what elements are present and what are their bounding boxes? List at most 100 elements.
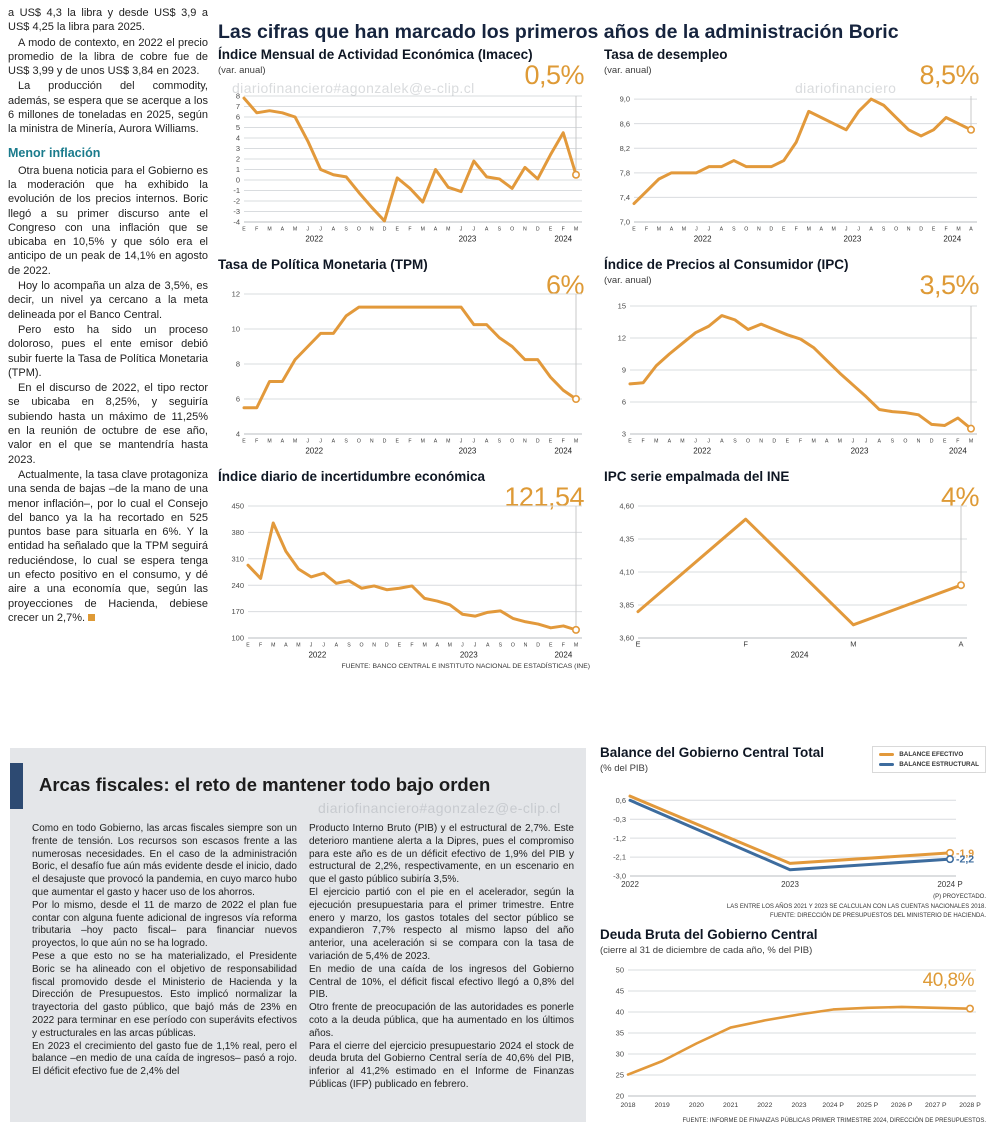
svg-text:310: 310: [231, 554, 244, 563]
svg-text:-0,3: -0,3: [613, 815, 626, 824]
svg-text:F: F: [408, 439, 411, 445]
svg-text:45: 45: [616, 987, 624, 996]
svg-text:M: M: [956, 227, 960, 233]
article-paragraph: Hoy lo acompaña un alza de 3,5%, es deci…: [8, 280, 208, 321]
desempleo-chart: 9,0 8,6 8,2 7,8 7,4 7,0 E F M A M J J A S O N D E F M A M J J A S O…: [604, 90, 985, 246]
svg-text:3: 3: [236, 144, 240, 153]
svg-text:240: 240: [231, 581, 244, 590]
svg-text:3,85: 3,85: [619, 601, 634, 610]
svg-text:E: E: [549, 643, 553, 649]
svg-text:E: E: [943, 439, 947, 445]
svg-text:A: A: [668, 439, 672, 445]
svg-text:S: S: [344, 227, 348, 233]
svg-text:J: J: [708, 227, 711, 233]
svg-text:6: 6: [236, 113, 240, 122]
chart-title: Índice de Precios al Consumidor (IPC): [604, 257, 849, 272]
svg-text:O: O: [510, 227, 514, 233]
article-paragraph: Otra buena noticia para el Gobierno es l…: [8, 164, 208, 277]
chart-title: Tasa de Política Monetaria (TPM): [218, 257, 428, 272]
svg-text:0: 0: [236, 176, 240, 185]
chart-subtitle: (var. anual): [218, 64, 266, 76]
svg-text:F: F: [799, 439, 802, 445]
svg-text:F: F: [642, 439, 645, 445]
svg-text:S: S: [498, 439, 502, 445]
svg-text:2028 P: 2028 P: [959, 1102, 981, 1109]
svg-text:D: D: [536, 643, 540, 649]
fiscal-paragraph: Otro frente de preocupación de las autor…: [309, 1002, 574, 1039]
svg-text:N: N: [759, 439, 763, 445]
svg-text:2024 P: 2024 P: [937, 880, 962, 889]
fiscal-paragraph: Como en todo Gobierno, las arcas fiscale…: [32, 823, 297, 899]
svg-text:F: F: [255, 227, 258, 233]
chart-title: Índice diario de incertidumbre económica: [218, 469, 486, 484]
svg-text:D: D: [919, 227, 923, 233]
svg-text:F: F: [259, 643, 262, 649]
svg-text:J: J: [307, 439, 310, 445]
svg-text:-4: -4: [233, 218, 240, 227]
svg-text:A: A: [434, 227, 438, 233]
svg-text:A: A: [958, 640, 963, 649]
svg-text:12: 12: [232, 290, 240, 299]
article-subheading: Menor inflación: [8, 145, 101, 160]
svg-text:35: 35: [616, 1029, 624, 1038]
svg-text:8,6: 8,6: [620, 119, 630, 128]
svg-text:M: M: [448, 643, 452, 649]
svg-text:J: J: [460, 439, 463, 445]
svg-text:M: M: [422, 643, 426, 649]
legend-label: BALANCE EFECTIVO: [899, 751, 964, 758]
svg-text:2022: 2022: [305, 447, 323, 456]
fiscal-header: Arcas fiscales: el reto de mantener todo…: [10, 760, 586, 811]
svg-text:2022: 2022: [305, 235, 323, 244]
svg-text:2024 P: 2024 P: [822, 1102, 844, 1109]
svg-text:4,35: 4,35: [619, 535, 634, 544]
svg-text:E: E: [549, 227, 553, 233]
chart-title: Tasa de desempleo: [604, 47, 728, 62]
svg-text:S: S: [498, 227, 502, 233]
svg-text:3: 3: [622, 430, 626, 439]
svg-text:7: 7: [236, 102, 240, 111]
svg-text:40: 40: [616, 1008, 624, 1017]
svg-text:F: F: [255, 439, 258, 445]
svg-text:2019: 2019: [655, 1102, 670, 1109]
svg-text:A: A: [332, 439, 336, 445]
svg-text:4: 4: [236, 430, 240, 439]
svg-text:-1,2: -1,2: [613, 834, 626, 843]
svg-text:E: E: [395, 227, 399, 233]
svg-text:O: O: [510, 439, 514, 445]
svg-text:M: M: [421, 439, 425, 445]
svg-text:7,4: 7,4: [620, 193, 630, 202]
svg-text:J: J: [319, 439, 322, 445]
incertidumbre-chart-card: Índice diario de incertidumbre económica…: [218, 469, 590, 662]
svg-text:J: J: [310, 643, 313, 649]
svg-text:F: F: [562, 643, 565, 649]
svg-text:M: M: [969, 439, 973, 445]
fiscal-column-1: Como en todo Gobierno, las arcas fiscale…: [32, 823, 297, 1092]
svg-text:J: J: [865, 439, 868, 445]
svg-text:-1: -1: [233, 186, 240, 195]
svg-text:S: S: [499, 643, 503, 649]
svg-text:2024: 2024: [554, 447, 572, 456]
svg-text:J: J: [473, 439, 476, 445]
svg-text:O: O: [894, 227, 898, 233]
deuda-chart-card: Deuda Bruta del Gobierno Central (cierre…: [600, 927, 986, 1124]
article-paragraph: a US$ 4,3 la libra y desde US$ 3,9 a US$…: [8, 7, 208, 34]
svg-text:D: D: [772, 439, 776, 445]
footnote-line: LAS ENTRE LOS AÑOS 2021 Y 2023 SE CALCUL…: [726, 903, 986, 910]
svg-text:A: A: [486, 643, 490, 649]
svg-text:2026 P: 2026 P: [891, 1102, 913, 1109]
incertidumbre-chart: 450 380 310 240 170 100 E F M A M J J A S O N D E F M A M J J A S O…: [218, 500, 590, 662]
svg-text:M: M: [574, 643, 578, 649]
svg-text:450: 450: [231, 502, 244, 511]
svg-text:O: O: [903, 439, 907, 445]
svg-text:A: A: [284, 643, 288, 649]
svg-text:A: A: [281, 227, 285, 233]
svg-text:N: N: [917, 439, 921, 445]
svg-text:100: 100: [231, 634, 244, 643]
svg-text:F: F: [795, 227, 798, 233]
fiscal-paragraph: Producto Interno Bruto (PIB) y el estruc…: [309, 823, 574, 886]
balance-footnotes: (P) PROYECTADO. LAS ENTRE LOS AÑOS 2021 …: [727, 893, 986, 922]
svg-text:S: S: [344, 439, 348, 445]
svg-text:7,8: 7,8: [620, 168, 630, 177]
svg-text:A: A: [281, 439, 285, 445]
svg-text:M: M: [574, 439, 578, 445]
